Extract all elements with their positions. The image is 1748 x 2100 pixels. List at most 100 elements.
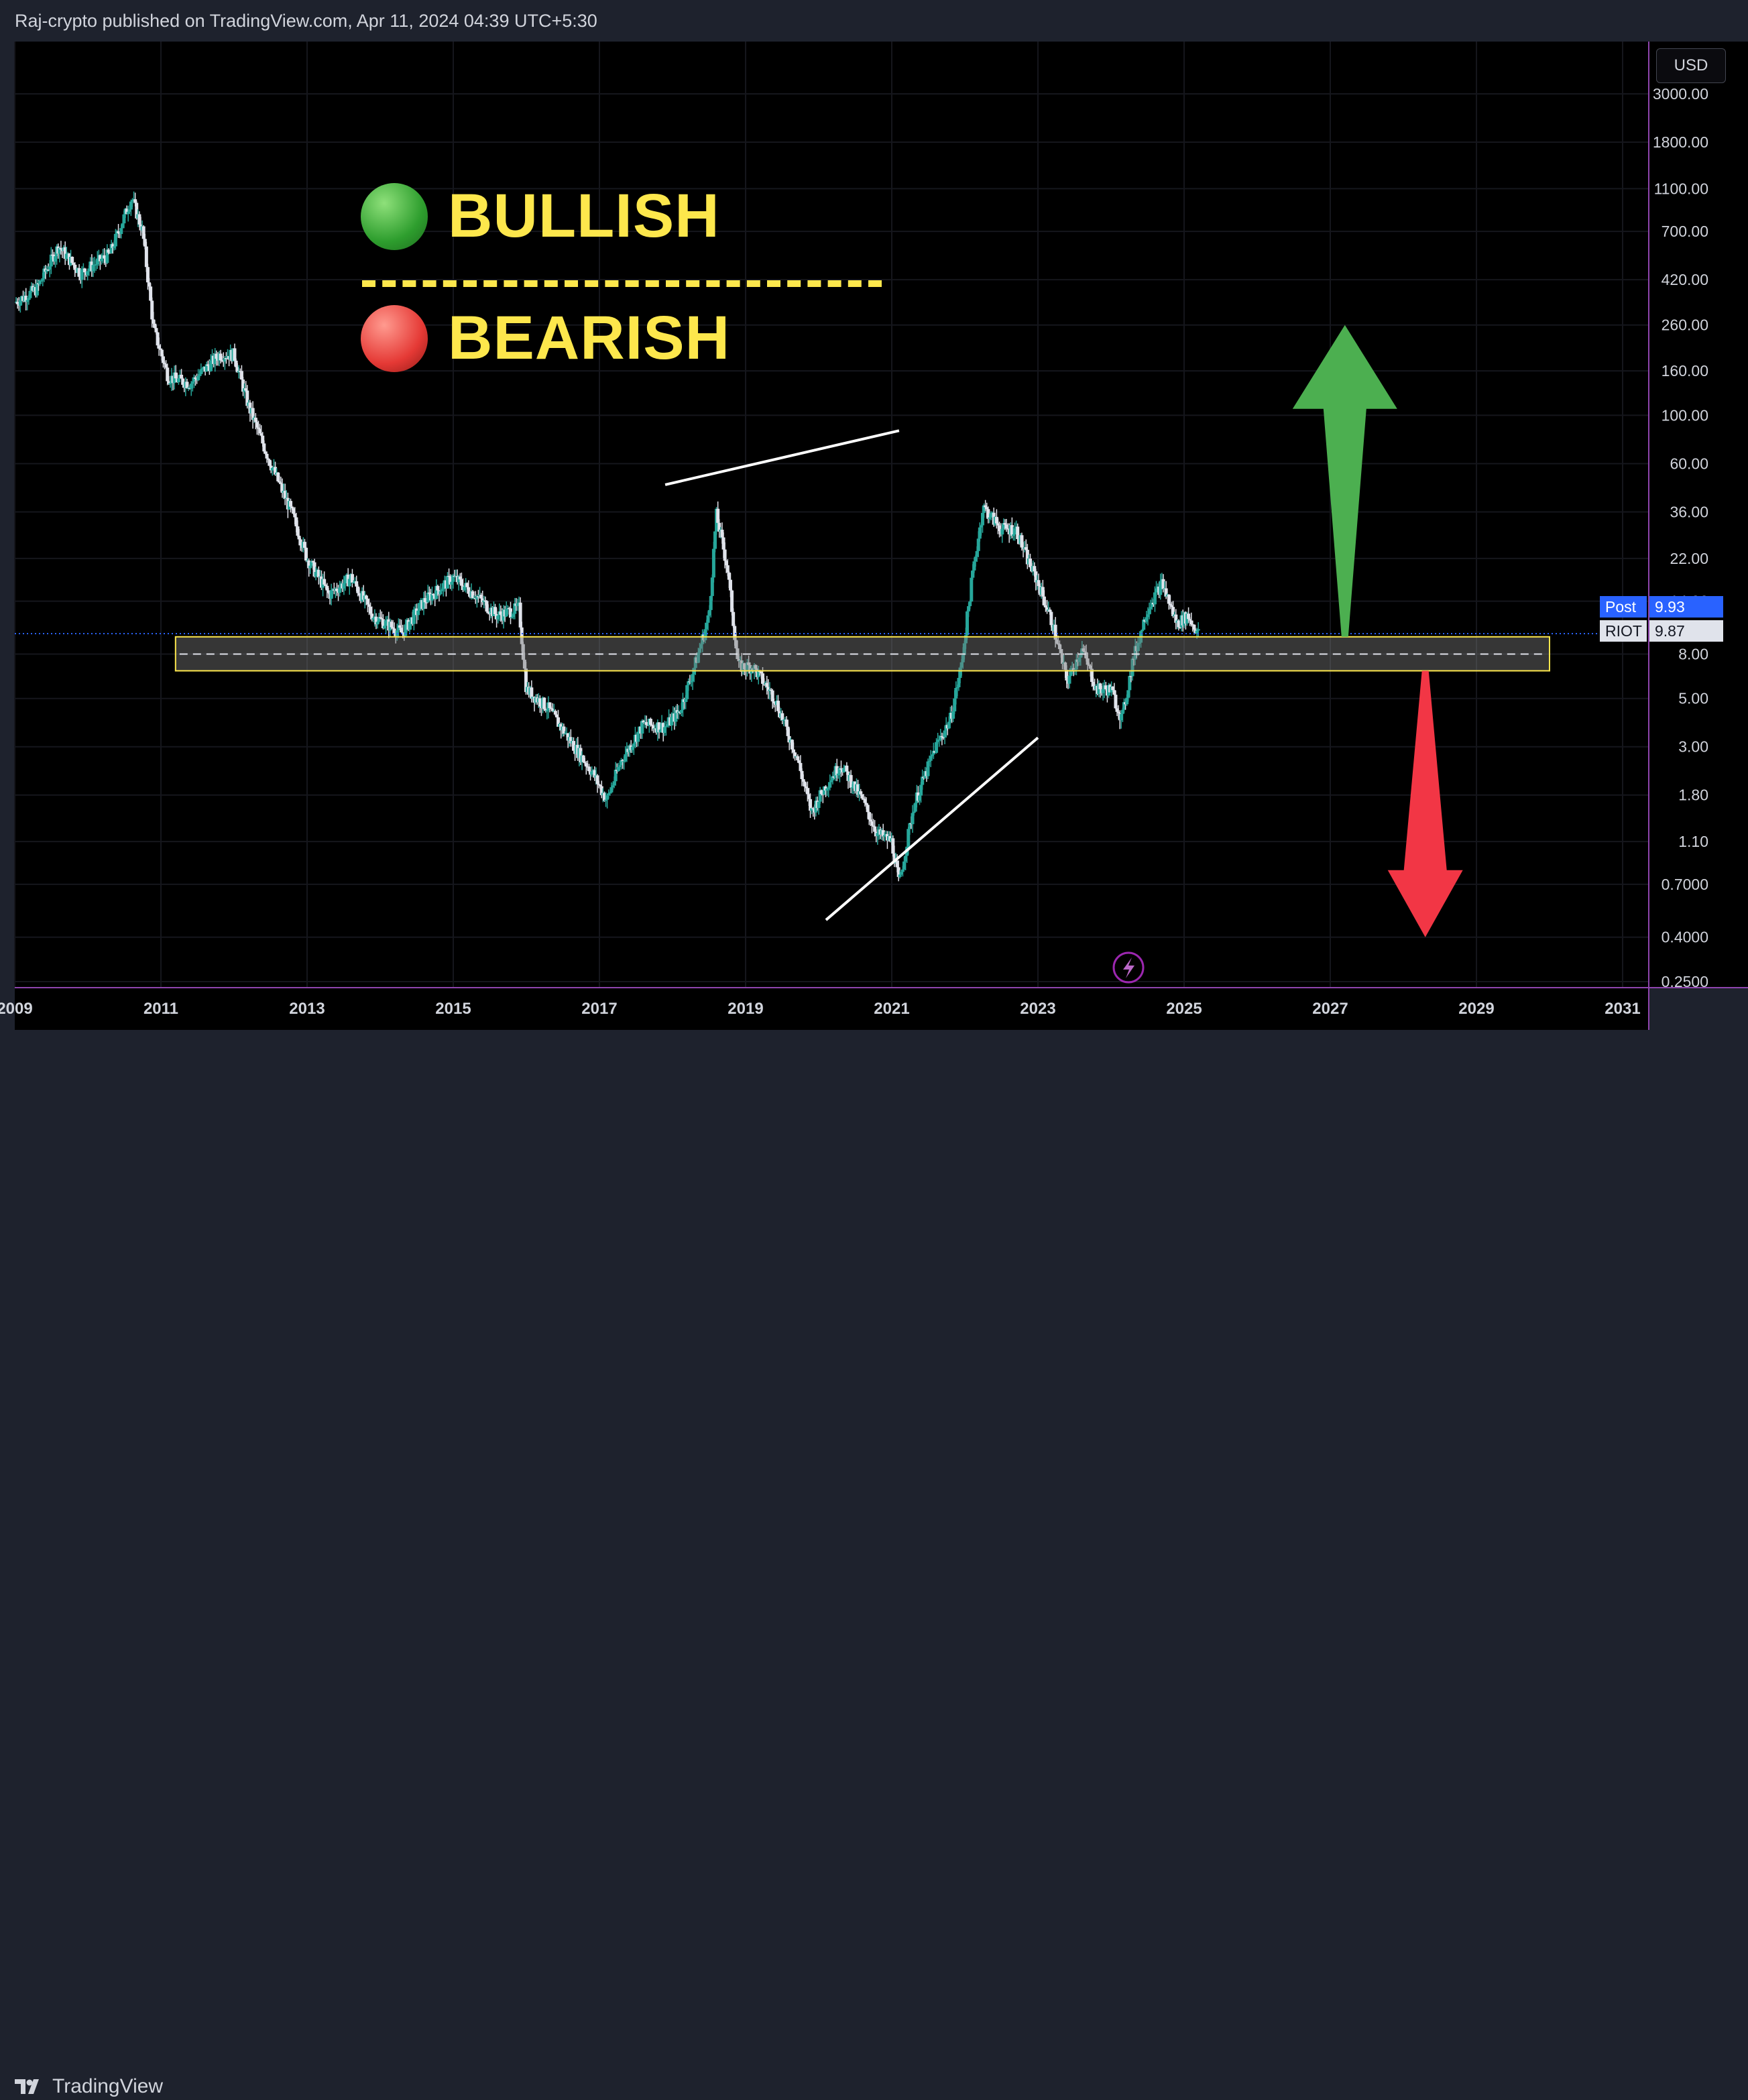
candle (590, 766, 594, 777)
candle-body (141, 226, 145, 239)
tradingview-logo[interactable]: TradingView (15, 2073, 163, 2100)
candle-body (1071, 668, 1075, 670)
candle-body (1188, 619, 1192, 621)
candle (766, 679, 770, 699)
candle-body (160, 349, 164, 357)
candle-body (892, 854, 896, 864)
candle-body (734, 640, 738, 648)
candle-body (308, 565, 312, 569)
candle-body (1077, 657, 1082, 662)
candle (1128, 670, 1132, 697)
candle-body (80, 269, 84, 280)
candle-body (827, 787, 831, 789)
candle-body (94, 264, 98, 266)
candle-body (685, 685, 689, 699)
candle-body (283, 491, 287, 499)
candle-body (524, 668, 528, 693)
candle-body (499, 611, 503, 615)
candle-body (365, 599, 369, 605)
candle-body (611, 785, 615, 788)
candle-body (1120, 709, 1124, 714)
candle (882, 832, 886, 841)
candle (1073, 668, 1077, 675)
candle (984, 500, 988, 512)
candle (304, 546, 308, 563)
candle-body (721, 537, 725, 550)
candle-body (1048, 609, 1052, 612)
candle-body (1147, 609, 1151, 615)
candle-body (658, 730, 662, 733)
candle (765, 676, 769, 695)
candle-body (1002, 523, 1006, 529)
candle-body (786, 726, 790, 736)
candle-body (391, 627, 395, 629)
y-tick-label: 0.4000 (1662, 929, 1708, 946)
candle-body (962, 643, 966, 655)
candle-body (624, 754, 628, 762)
candle (24, 288, 28, 311)
candle-body (185, 382, 189, 388)
candle (1049, 610, 1053, 628)
candle-body (70, 257, 74, 264)
candle-body (82, 268, 86, 273)
lower-trendline (825, 736, 1039, 921)
candle-body (276, 472, 280, 481)
candle-body (566, 733, 570, 741)
candle-body (370, 614, 374, 620)
candle-body (45, 270, 49, 272)
candle (1006, 523, 1010, 530)
candle (581, 754, 585, 763)
candle-body (1041, 587, 1045, 597)
candle (521, 641, 525, 660)
candle (1112, 683, 1116, 696)
candle-body (127, 209, 131, 212)
candle (621, 758, 625, 769)
candle (463, 586, 467, 592)
candle-body (831, 776, 835, 780)
candle-body (971, 570, 975, 578)
candle-body (434, 585, 439, 599)
candle-body (966, 611, 970, 636)
candle (513, 597, 517, 620)
time-axis[interactable] (15, 988, 1648, 1030)
candle-body (255, 422, 259, 428)
candle (1082, 644, 1086, 652)
candle-body (530, 687, 534, 699)
candle-body (404, 624, 408, 636)
candle-body (895, 860, 899, 868)
candle-body (213, 353, 217, 364)
candle-body (696, 652, 700, 663)
candle-body (1083, 651, 1087, 652)
candle-body (352, 582, 356, 584)
candle (867, 811, 871, 825)
candle-body (904, 856, 908, 862)
candle-body (1192, 624, 1196, 630)
candle (111, 242, 115, 254)
candle-body (754, 664, 758, 669)
candle-body (302, 542, 306, 548)
candle-body (882, 835, 886, 837)
candle (280, 478, 284, 498)
candle (91, 257, 95, 278)
candle-body (1125, 697, 1129, 705)
candle-body (998, 525, 1002, 532)
candle (193, 375, 197, 386)
candle-body (896, 867, 900, 877)
candle-body (485, 601, 489, 612)
candle-body (939, 736, 943, 740)
candle-body (1136, 642, 1140, 651)
candle-body (164, 364, 168, 368)
bolt-icon (1112, 951, 1145, 984)
price-axis[interactable] (1649, 42, 1748, 987)
plot-area[interactable] (15, 42, 1648, 987)
candle-body (508, 608, 512, 618)
candle-body (479, 595, 483, 599)
candle-body (733, 626, 737, 640)
currency-button[interactable]: USD (1656, 48, 1726, 83)
x-tick-label: 2023 (1020, 1000, 1055, 1018)
candle-body (432, 593, 436, 595)
candle (831, 771, 835, 784)
candle (42, 266, 46, 282)
price-chart[interactable]: 3000.00 1800.00 1100.00 700.00 420.00 260.00 1… (0, 0, 1748, 1030)
candle-body (58, 247, 62, 254)
